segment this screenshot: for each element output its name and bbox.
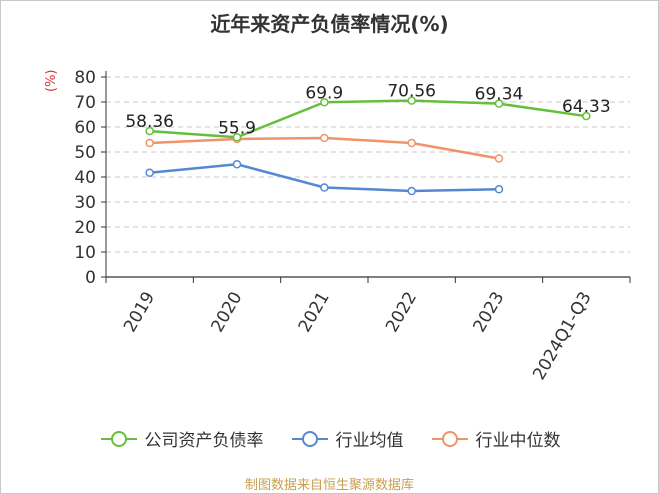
y-tick-label-20: 20	[74, 218, 96, 238]
data-point-s2-2022	[407, 138, 416, 148]
data-point-s0-2019	[145, 126, 154, 136]
data-label-2021: 69.9	[305, 83, 343, 103]
x-tick-label-2024Q1-Q3: 2024Q1-Q3	[529, 288, 596, 383]
legend-swatch-company	[100, 430, 137, 447]
data-point-s1-2023	[494, 185, 504, 194]
y-tick-label-30: 30	[74, 193, 96, 213]
data-point-s1-2021	[320, 183, 329, 192]
chart-legend: 公司资产负债率 行业均值 行业中位数	[0, 426, 659, 451]
x-tick-label-2021: 2021	[295, 288, 334, 335]
data-point-s2-2021	[320, 133, 329, 143]
x-tick-label-2020: 2020	[207, 288, 246, 335]
y-tick-label-0: 0	[85, 268, 96, 288]
data-point-s0-2022	[407, 96, 416, 105]
data-point-s1-2022	[407, 186, 416, 196]
legend-item-industry-median[interactable]: 行业中位数	[430, 426, 561, 451]
y-tick-label-10: 10	[74, 243, 96, 263]
data-label-2022: 70.56	[387, 82, 436, 102]
data-source: 制图数据来自恒生聚源数据库	[244, 478, 414, 493]
data-point-s0-2021	[320, 98, 329, 107]
x-tick-label-2022: 2022	[382, 288, 421, 335]
data-label-2023: 69.34	[475, 85, 524, 105]
y-tick-label-60: 60	[74, 118, 96, 138]
legend-item-company[interactable]: 公司资产负债率	[99, 426, 264, 451]
x-tick-label-2019: 2019	[120, 288, 159, 335]
series-line-0	[149, 99, 587, 139]
y-tick-label-40: 40	[74, 168, 96, 188]
data-label-2020: 55.9	[218, 118, 256, 138]
y-tick-label-70: 70	[74, 93, 96, 113]
chart-plot: 0 10 20 30 40 50 60 70 80 2019 2020 2021 2022 2023 202…	[74, 68, 631, 384]
legend-item-industry-mean[interactable]: 行业均值	[290, 426, 404, 451]
data-label-2024Q1-Q3: 64.33	[562, 97, 611, 117]
legend-swatch-industry-mean	[291, 430, 328, 447]
data-point-s1-2020	[232, 160, 242, 169]
legend-label-industry-median: 行业中位数	[475, 431, 561, 451]
data-point-s0-2020	[232, 133, 242, 142]
y-tick-label-80: 80	[74, 68, 96, 88]
chart-title: 近年来资产负债率情况(%)	[210, 12, 449, 36]
legend-label-industry-mean: 行业均值	[335, 431, 404, 451]
y-tick-label-50: 50	[74, 143, 96, 163]
legend-label-company: 公司资产负债率	[144, 431, 264, 451]
data-label-2019: 58.36	[125, 112, 174, 132]
legend-swatch-industry-median	[431, 430, 468, 447]
data-point-s1-2019	[145, 168, 154, 177]
x-tick-label-2023: 2023	[469, 288, 508, 335]
data-point-s0-2023	[494, 99, 504, 108]
data-point-s2-2023	[494, 154, 504, 163]
data-point-s0-2024Q1-Q3	[582, 111, 591, 121]
data-point-s2-2019	[145, 138, 154, 148]
